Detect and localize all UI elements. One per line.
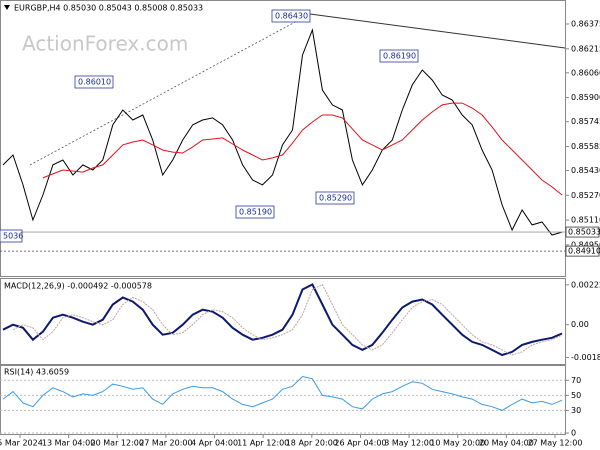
- trend-line: [29, 13, 311, 166]
- annotation: 0.86010: [78, 78, 111, 87]
- x-tick-label: 20 Mar 12:00: [91, 439, 144, 448]
- annotation-box: [74, 75, 114, 89]
- series-line: [2, 375, 563, 411]
- rsi-panel: [0, 365, 566, 435]
- chart-title: EURGBP,H4 0.85030 0.85043 0.85008 0.8503…: [14, 4, 203, 13]
- y-tick-label: 0.86215: [571, 44, 600, 53]
- x-tick-label: 27 May 12:00: [528, 439, 583, 448]
- x-tick-label: 18 Apr 20:00: [286, 439, 338, 448]
- y-tick-label: 0.002229: [571, 280, 600, 289]
- annotation-box: [315, 191, 355, 205]
- price-label: 0.84910: [568, 247, 600, 256]
- y-tick-label: -0.001827: [571, 353, 600, 362]
- price-panel: [0, 0, 566, 277]
- annotation: 0.85290: [319, 194, 352, 203]
- y-tick-label: 70: [571, 376, 581, 385]
- y-tick-label: 0.85745: [571, 117, 600, 126]
- y-tick-label: 0.85585: [571, 142, 600, 151]
- price-label-box: [565, 226, 600, 238]
- macd-panel: [0, 278, 566, 365]
- annotation: 5036: [3, 232, 23, 241]
- series-line: [42, 102, 563, 196]
- x-tick-label: 26 Apr 04:00: [334, 439, 386, 448]
- y-tick-label: 0.86375: [571, 19, 600, 28]
- x-tick-label: 11 Apr 12:00: [237, 439, 289, 448]
- annotation-box: [0, 229, 23, 243]
- annotation-box: [271, 9, 311, 23]
- x-tick-label: 5 Mar 2024: [0, 439, 43, 448]
- y-tick-label: 0: [571, 429, 576, 438]
- trend-line: [309, 13, 566, 49]
- x-tick-label: 20 May 04:00: [479, 439, 534, 448]
- annotation: 0.85190: [239, 208, 272, 217]
- annotation-box: [379, 49, 419, 63]
- annotation: 0.86190: [383, 52, 416, 61]
- price-label: 0.85033: [568, 228, 600, 237]
- watermark: ActionForex.com: [22, 32, 188, 56]
- annotation: 0.86430: [275, 12, 308, 21]
- y-tick-label: 50: [571, 391, 581, 400]
- price-label-box: [565, 245, 600, 257]
- annotation-box: [235, 205, 275, 219]
- x-tick-label: 10 May 20:00: [430, 439, 485, 448]
- rsi-title: RSI(14) 43.6059: [4, 368, 69, 377]
- symbol-arrow: [4, 5, 10, 10]
- macd-title: MACD(12,26,9) -0.000492 -0.000578: [4, 282, 152, 291]
- x-tick-label: 27 Mar 20:00: [139, 439, 192, 448]
- series-line: [12, 283, 563, 356]
- x-tick-label: 13 Mar 04:00: [42, 439, 95, 448]
- y-tick-label: 0.00: [571, 320, 589, 329]
- y-tick-label: 30: [571, 406, 581, 415]
- x-tick-label: 4 Apr 04:00: [191, 439, 238, 448]
- x-tick-label: 3 May 12:00: [384, 439, 434, 448]
